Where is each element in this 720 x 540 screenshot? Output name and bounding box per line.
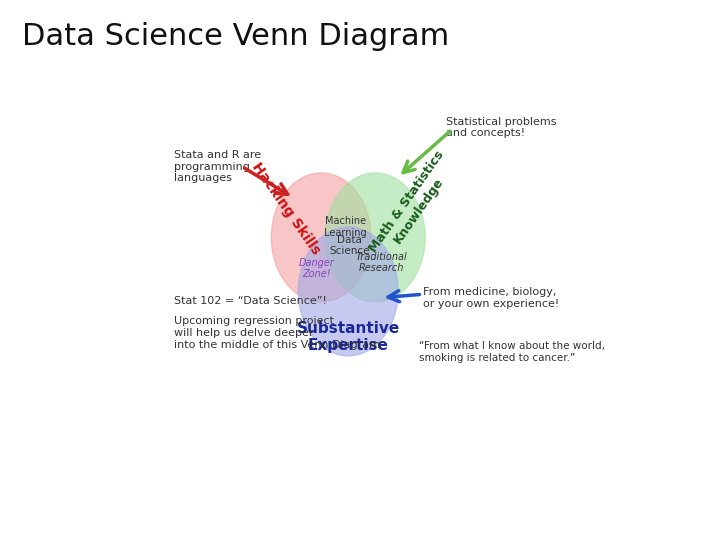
Text: From medicine, biology,
or your own experience!: From medicine, biology, or your own expe… <box>423 287 559 309</box>
Text: Danger
Zone!: Danger Zone! <box>299 258 335 279</box>
Text: “From what I know about the world,
smoking is related to cancer.”: “From what I know about the world, smoki… <box>419 341 605 363</box>
Ellipse shape <box>325 173 425 302</box>
Text: Data Science Venn Diagram: Data Science Venn Diagram <box>22 22 449 51</box>
Text: Stata and R are
programming
languages: Stata and R are programming languages <box>174 150 261 183</box>
Ellipse shape <box>298 227 398 356</box>
Text: Data
Science: Data Science <box>329 235 369 256</box>
Text: Hacking Skills: Hacking Skills <box>249 160 323 257</box>
Text: Traditional
Research: Traditional Research <box>356 252 408 273</box>
Text: Substantive
Expertise: Substantive Expertise <box>297 321 400 353</box>
Text: Stat 102 = “Data Science”!: Stat 102 = “Data Science”! <box>174 295 326 306</box>
Text: Upcoming regression project
will help us delve deeper
into the middle of this Ve: Upcoming regression project will help us… <box>174 316 379 349</box>
Text: Statistical problems
and concepts!: Statistical problems and concepts! <box>446 117 557 138</box>
Text: Machine
Learning: Machine Learning <box>324 216 366 238</box>
Text: Math & Statistics
Knowledge: Math & Statistics Knowledge <box>366 148 459 264</box>
Ellipse shape <box>271 173 371 302</box>
